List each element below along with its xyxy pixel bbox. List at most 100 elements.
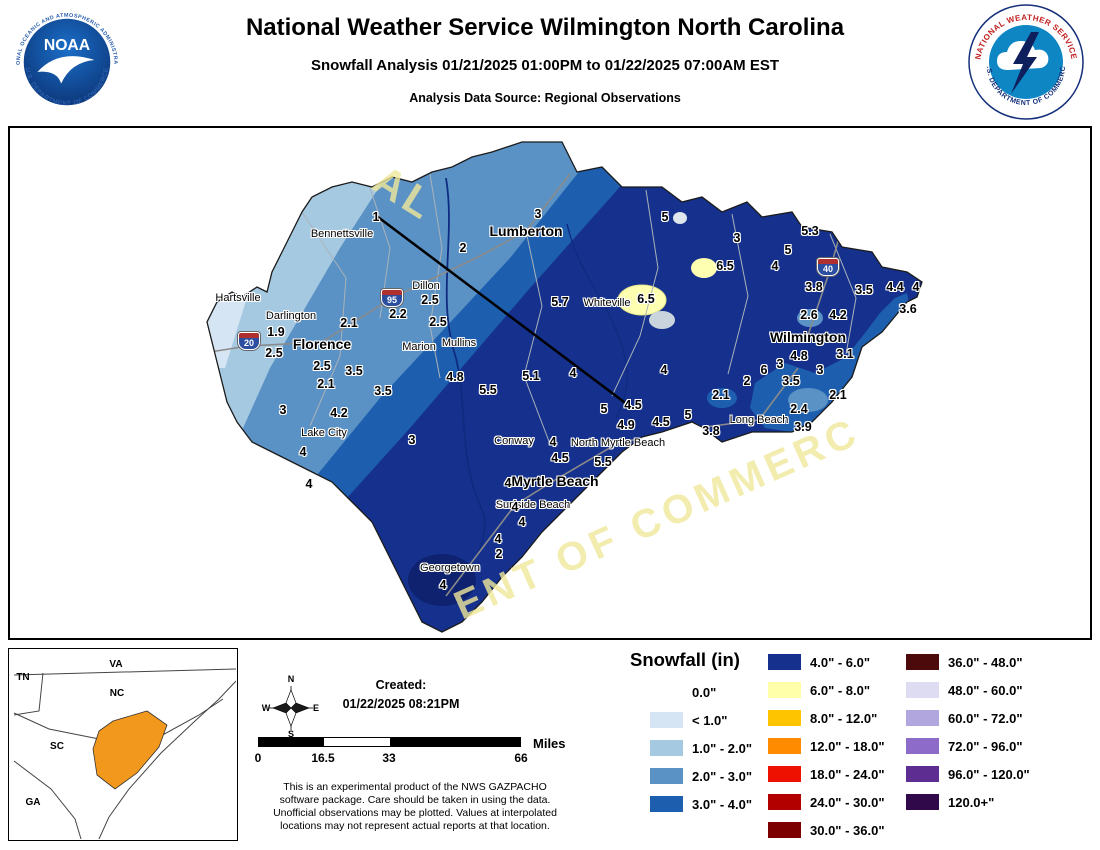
- legend-label: 1.0" - 2.0": [692, 740, 753, 756]
- legend-label: 96.0" - 120.0": [948, 766, 1030, 782]
- lake-area: [673, 212, 687, 224]
- lake-area: [649, 311, 675, 329]
- interstate-95-shield: 95: [381, 289, 403, 307]
- legend-row: 0.0": [650, 678, 752, 706]
- legend-swatch: [906, 766, 939, 782]
- observation-value: 4.8: [446, 370, 464, 384]
- compass-s: S: [288, 729, 294, 738]
- nws-logo: NATIONAL WEATHER SERVICE U.S. DEPARTMENT…: [962, 2, 1084, 120]
- city-label: Lumberton: [489, 223, 563, 239]
- legend-label: < 1.0": [692, 712, 728, 728]
- observation-value: 3.5: [374, 384, 392, 398]
- city-label: North Myrtle Beach: [570, 437, 666, 449]
- legend-row: 18.0" - 24.0": [768, 760, 884, 788]
- observation-value: 2.5: [421, 293, 439, 307]
- observation-value: 3: [776, 357, 784, 371]
- state-label-va: VA: [109, 659, 122, 670]
- observation-value: 3.1: [836, 347, 854, 361]
- scale-tick: 66: [514, 751, 528, 765]
- city-label: Wilmington: [769, 329, 847, 345]
- scale-tick: 16.5: [311, 751, 335, 765]
- legend-label: 6.0" - 8.0": [810, 682, 871, 698]
- legend-swatch: [768, 766, 801, 782]
- legend-label: 120.0+": [948, 794, 995, 810]
- observation-value: 4.2: [330, 406, 348, 420]
- coastal-2-3-patch: [797, 309, 823, 327]
- legend-swatch: [650, 796, 683, 812]
- state-label-ga: GA: [26, 797, 41, 808]
- observation-value: 2.1: [317, 377, 335, 391]
- observation-value: 2.5: [429, 315, 447, 329]
- observation-value: 2.4: [790, 402, 808, 416]
- city-label: Myrtle Beach: [511, 473, 599, 489]
- state-label-nc: NC: [110, 688, 124, 699]
- compass-w: W: [262, 703, 271, 713]
- observation-value: 2.6: [800, 308, 818, 322]
- observation-value: 4: [660, 363, 668, 377]
- scale-tick: 0: [254, 751, 262, 765]
- legend-swatch: [650, 712, 683, 728]
- observation-value: 2.1: [340, 316, 358, 330]
- state-label-tn: TN: [16, 672, 29, 683]
- city-label: Whiteville: [583, 297, 631, 309]
- nws-lightning-icon: [1011, 32, 1039, 94]
- state-locator-map: VA TN NC SC GA: [8, 648, 238, 841]
- legend-label: 3.0" - 4.0": [692, 796, 753, 812]
- legend-label: 30.0" - 36.0": [810, 822, 885, 838]
- interstate-20-shield: 20: [238, 332, 260, 350]
- legend-row: 3.0" - 4.0": [650, 790, 752, 818]
- legend-row: 96.0" - 120.0": [906, 760, 1030, 788]
- observation-value: 5.3: [801, 224, 819, 238]
- disclaimer: This is an experimental product of the N…: [245, 781, 585, 834]
- observation-value: 2: [459, 241, 467, 255]
- observation-value: 5.1: [522, 369, 540, 383]
- observation-value: 5: [684, 408, 692, 422]
- city-label: Long Beach: [729, 414, 789, 426]
- analysis-period: Snowfall Analysis 01/21/2025 01:00PM to …: [310, 57, 780, 74]
- legend-row: 4.0" - 6.0": [768, 648, 884, 676]
- observation-value: 6.5: [637, 292, 655, 306]
- city-label: Dillon: [412, 280, 440, 292]
- observation-value: 4: [504, 476, 512, 490]
- georgetown-max-spot: [408, 554, 476, 606]
- city-label: Lake City: [301, 427, 347, 439]
- disclaimer-line: This is an experimental product of the N…: [283, 781, 547, 793]
- legend-swatch: [768, 682, 801, 698]
- observation-value: 4.5: [624, 398, 642, 412]
- disclaimer-line: Unofficial observations may be plotted. …: [273, 807, 557, 820]
- observation-value: 2.2: [389, 307, 407, 321]
- legend-swatch: [906, 794, 939, 810]
- scale-unit: Miles: [533, 736, 566, 751]
- legend-swatch: [906, 738, 939, 754]
- city-label: Mullins: [441, 337, 477, 349]
- legend-label: 36.0" - 48.0": [948, 654, 1023, 670]
- legend-row: 60.0" - 72.0": [906, 704, 1030, 732]
- observation-value: 2: [495, 547, 503, 561]
- observation-value: 6: [760, 363, 768, 377]
- snow-max-spot-6-8: [691, 258, 717, 278]
- legend-label: 8.0" - 12.0": [810, 710, 878, 726]
- legend-row: < 1.0": [650, 706, 752, 734]
- observation-value: 3.8: [702, 424, 720, 438]
- city-label: Georgetown: [420, 562, 480, 574]
- observation-value: 4.5: [652, 415, 670, 429]
- legend-swatch: [768, 654, 801, 670]
- legend-label: 12.0" - 18.0": [810, 738, 885, 754]
- scale-segment: [324, 738, 390, 746]
- legend-label: 18.0" - 24.0": [810, 766, 885, 782]
- created-timestamp: 01/22/2025 08:21PM: [342, 697, 460, 712]
- legend-row: 12.0" - 18.0": [768, 732, 884, 760]
- observation-value: 5.5: [594, 455, 612, 469]
- legend-row: 72.0" - 96.0": [906, 732, 1030, 760]
- observation-value: 4: [912, 280, 920, 294]
- scale-bar: [258, 737, 521, 747]
- scale-segment: [390, 738, 520, 746]
- observation-value: 2.1: [829, 388, 847, 402]
- observation-value: 2.1: [712, 388, 730, 402]
- snowfall-map: AL ENT OF COMMERC Bennettsville Lumberton…: [8, 126, 1092, 640]
- legend-swatch: [906, 682, 939, 698]
- legend-column: 4.0" - 6.0" 6.0" - 8.0" 8.0" - 12.0" 12.0" …: [768, 648, 884, 844]
- city-label: Darlington: [265, 310, 317, 322]
- legend-row: 2.0" - 3.0": [650, 762, 752, 790]
- legend-swatch: [906, 654, 939, 670]
